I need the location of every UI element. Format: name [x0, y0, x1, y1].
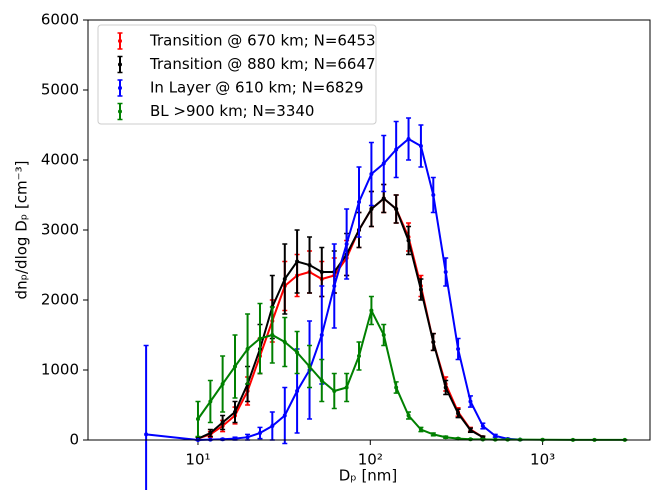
data-point	[406, 238, 411, 243]
data-point	[233, 364, 238, 369]
x-tick-label: 10³	[530, 451, 555, 469]
data-point	[233, 410, 238, 414]
data-point	[468, 437, 473, 442]
data-point	[418, 427, 423, 432]
data-point	[257, 336, 262, 341]
data-point	[418, 144, 423, 148]
data-point	[431, 340, 436, 344]
data-point	[357, 354, 362, 358]
data-point	[270, 333, 275, 337]
data-point	[307, 364, 312, 369]
data-point	[332, 389, 337, 393]
legend-label: BL >900 km; N=3340	[150, 102, 314, 120]
y-tick-label: 3000	[41, 221, 79, 239]
data-point	[295, 389, 300, 393]
data-point	[257, 431, 262, 435]
data-point	[220, 437, 225, 442]
data-point	[295, 350, 300, 355]
legend-marker	[118, 62, 122, 67]
data-point	[480, 437, 485, 442]
data-point	[208, 431, 213, 435]
legend-marker	[118, 39, 122, 43]
data-point	[369, 308, 374, 313]
data-point	[245, 435, 250, 440]
x-axis-label: Dₚ [nm]	[339, 467, 398, 485]
plot-frame	[87, 19, 651, 441]
data-point	[381, 333, 386, 337]
data-point	[295, 259, 300, 264]
legend-label: Transition @ 880 km; N=6647	[149, 55, 376, 73]
data-point	[431, 193, 436, 197]
x-tick-label: 10¹	[185, 451, 210, 469]
data-point	[195, 417, 200, 421]
y-axis-label: dnₚ/dlog Dₚ [cm⁻³]	[13, 161, 31, 300]
data-point	[394, 207, 399, 211]
legend-box	[97, 24, 377, 125]
series-line	[145, 137, 521, 442]
data-point	[319, 333, 324, 337]
y-tick-label: 6000	[41, 11, 79, 29]
y-tick-label: 5000	[41, 81, 79, 99]
data-point	[381, 161, 386, 166]
data-point	[456, 411, 461, 416]
legend: Transition @ 670 km; N=6453 Transition @ …	[97, 24, 377, 125]
data-point	[332, 284, 337, 288]
legend-marker	[118, 86, 122, 90]
data-point	[369, 172, 374, 176]
data-point	[443, 270, 448, 274]
data-point	[406, 137, 411, 141]
data-point	[394, 147, 399, 152]
data-point	[443, 385, 448, 390]
data-point	[245, 347, 250, 351]
legend-marker	[118, 109, 122, 114]
data-point	[406, 413, 411, 418]
data-point	[480, 424, 485, 428]
x-tick-label: 10²	[358, 451, 383, 469]
y-tick-label: 4000	[41, 151, 79, 169]
data-point	[381, 196, 386, 201]
data-point	[344, 242, 349, 246]
data-point	[357, 200, 362, 204]
data-point	[456, 347, 461, 351]
data-point	[282, 340, 287, 344]
data-point	[394, 385, 399, 390]
series-line	[197, 307, 625, 441]
data-point	[208, 399, 213, 404]
data-point	[220, 382, 225, 386]
data-point	[443, 435, 448, 440]
legend-label: Transition @ 670 km; N=6453	[149, 32, 376, 50]
data-point	[220, 420, 225, 425]
data-point	[493, 433, 498, 438]
data-point	[418, 287, 423, 292]
data-point	[282, 413, 287, 418]
data-point	[319, 270, 324, 274]
data-point	[282, 277, 287, 281]
data-point	[344, 385, 349, 390]
data-point	[468, 399, 473, 404]
data-point	[270, 424, 275, 428]
y-tick-label: 2000	[41, 291, 79, 309]
data-point	[307, 263, 312, 267]
data-point	[431, 432, 436, 437]
data-point	[468, 428, 473, 433]
data-point	[319, 378, 324, 383]
legend-label: In Layer @ 610 km; N=6829	[150, 79, 364, 97]
data-point	[369, 207, 374, 211]
data-point	[144, 432, 149, 437]
y-tick-label: 1000	[41, 361, 79, 379]
y-tick-label: 0	[69, 431, 79, 449]
